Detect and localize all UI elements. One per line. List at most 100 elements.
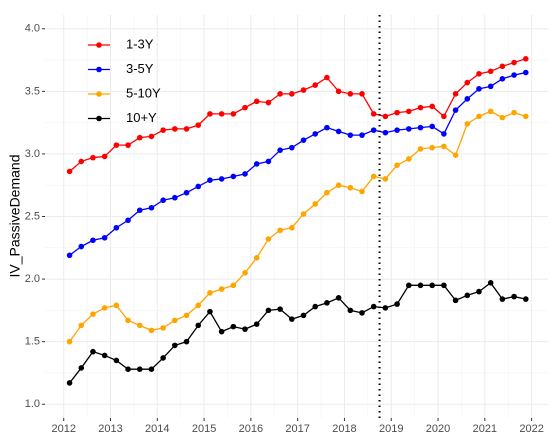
data-point bbox=[242, 326, 248, 332]
legend-label: 5-10Y bbox=[126, 85, 161, 100]
x-tick-label: 2021 bbox=[473, 423, 497, 435]
data-point bbox=[289, 316, 295, 322]
data-point bbox=[347, 132, 354, 138]
y-axis-label: IV_PassiveDemand bbox=[7, 155, 23, 278]
data-point bbox=[136, 366, 143, 372]
y-tick-label: 3.0 bbox=[25, 148, 40, 160]
data-point bbox=[394, 109, 400, 116]
data-point bbox=[277, 306, 283, 312]
data-point bbox=[265, 307, 272, 314]
data-point bbox=[113, 302, 120, 309]
x-tick-label: 2019 bbox=[379, 423, 403, 435]
data-point bbox=[136, 322, 143, 329]
data-point bbox=[101, 305, 108, 311]
data-point bbox=[242, 104, 248, 111]
data-point bbox=[417, 282, 424, 289]
data-point bbox=[230, 111, 237, 117]
data-point bbox=[324, 300, 330, 306]
data-point bbox=[522, 296, 529, 302]
data-point bbox=[370, 173, 377, 180]
data-point bbox=[183, 312, 190, 319]
x-tick-label: 2015 bbox=[192, 423, 216, 435]
data-point bbox=[382, 113, 389, 120]
data-point bbox=[347, 184, 354, 191]
data-point bbox=[476, 86, 482, 92]
data-point bbox=[499, 63, 506, 70]
data-point bbox=[335, 88, 342, 95]
data-point bbox=[441, 131, 447, 137]
data-point bbox=[136, 207, 143, 214]
data-point bbox=[335, 128, 342, 135]
data-point bbox=[78, 243, 85, 250]
data-point bbox=[511, 109, 517, 116]
data-point bbox=[183, 189, 190, 196]
data-point bbox=[312, 303, 319, 310]
data-point bbox=[429, 282, 435, 289]
series-line bbox=[69, 110, 526, 343]
data-point bbox=[429, 123, 435, 130]
data-point bbox=[476, 113, 482, 120]
data-point bbox=[66, 252, 73, 259]
data-point bbox=[335, 182, 342, 189]
data-point bbox=[487, 108, 494, 115]
data-point bbox=[476, 71, 482, 77]
legend-dot bbox=[96, 66, 102, 73]
data-point bbox=[312, 82, 319, 88]
data-point bbox=[511, 72, 517, 78]
data-point bbox=[66, 380, 73, 386]
data-point bbox=[382, 305, 389, 311]
data-point bbox=[66, 338, 73, 345]
data-point bbox=[289, 144, 295, 151]
data-point bbox=[183, 338, 190, 345]
data-point bbox=[499, 296, 506, 302]
data-point bbox=[452, 297, 459, 304]
data-point bbox=[277, 91, 283, 97]
data-point bbox=[66, 168, 73, 175]
data-point bbox=[78, 158, 85, 165]
data-point bbox=[300, 87, 307, 93]
data-point bbox=[429, 103, 435, 110]
data-point bbox=[405, 156, 412, 162]
legend-dot bbox=[96, 42, 102, 48]
data-point bbox=[195, 322, 202, 329]
data-point bbox=[218, 176, 225, 182]
data-point bbox=[195, 122, 202, 128]
data-point bbox=[101, 234, 108, 241]
data-point bbox=[464, 79, 471, 86]
data-point bbox=[195, 302, 202, 309]
x-tick-label: 2016 bbox=[239, 423, 263, 435]
data-point bbox=[324, 74, 330, 81]
data-point bbox=[522, 56, 529, 62]
data-point bbox=[487, 280, 494, 286]
data-point bbox=[476, 288, 482, 295]
data-point bbox=[370, 127, 377, 133]
data-point bbox=[230, 323, 237, 330]
data-point bbox=[125, 366, 131, 372]
y-tick-label: 2.5 bbox=[25, 210, 40, 222]
data-point bbox=[113, 357, 120, 364]
data-point bbox=[511, 293, 517, 300]
data-point bbox=[195, 183, 202, 190]
data-point bbox=[394, 162, 400, 168]
data-point bbox=[300, 211, 307, 217]
data-point bbox=[253, 161, 260, 167]
data-point bbox=[90, 154, 96, 161]
data-point bbox=[335, 295, 342, 301]
data-point bbox=[160, 127, 166, 133]
data-point bbox=[289, 91, 295, 97]
data-point bbox=[90, 311, 96, 317]
data-point bbox=[265, 236, 272, 242]
data-point bbox=[394, 127, 400, 133]
data-point bbox=[405, 126, 412, 132]
data-point bbox=[148, 204, 155, 211]
data-point bbox=[464, 292, 471, 299]
data-point bbox=[441, 113, 447, 120]
data-point bbox=[172, 342, 178, 349]
data-point bbox=[148, 133, 155, 140]
data-point bbox=[359, 310, 365, 316]
data-point bbox=[452, 91, 459, 97]
data-point bbox=[113, 142, 120, 148]
data-point bbox=[405, 108, 412, 115]
data-point bbox=[125, 217, 131, 224]
